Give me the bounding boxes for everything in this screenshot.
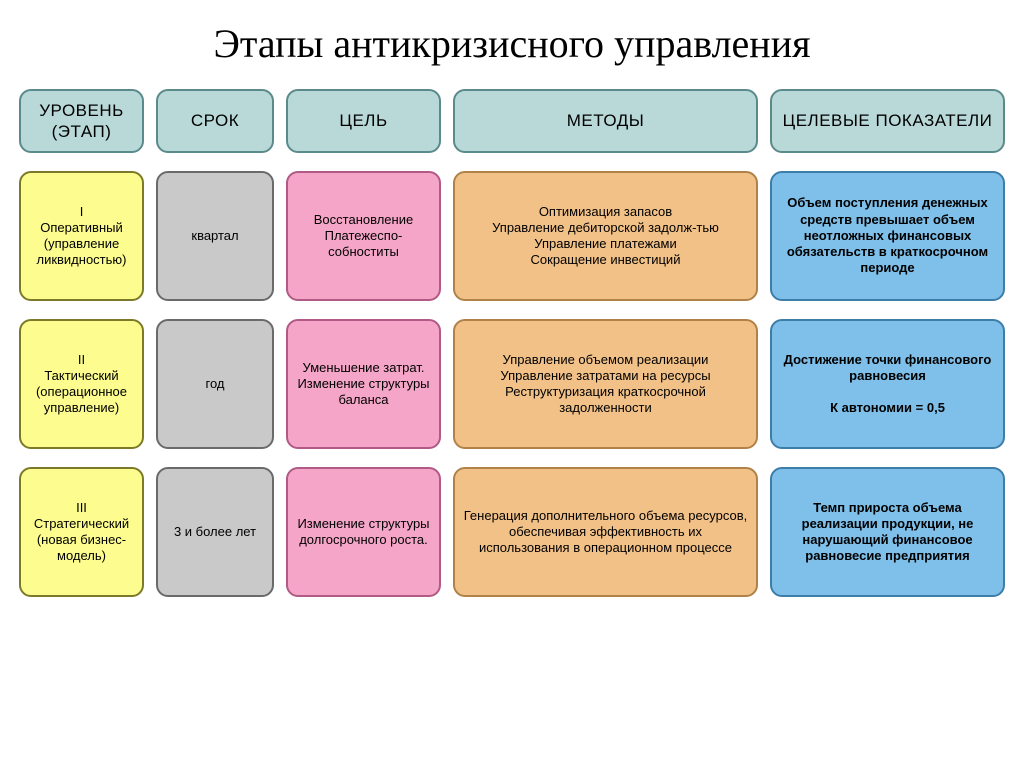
header-kpi: ЦЕЛЕВЫЕ ПОКАЗАТЕЛИ — [770, 89, 1005, 153]
header-term: СРОК — [156, 89, 274, 153]
stages-grid: УРОВЕНЬ (ЭТАП) СРОК ЦЕЛЬ МЕТОДЫ ЦЕЛЕВЫЕ … — [18, 89, 1006, 597]
methods-cell: Оптимизация запасовУправление дебиторско… — [453, 171, 758, 301]
level-cell: IОперативный (управление ликвидностью) — [19, 171, 144, 301]
level-cell: IIIСтратегический (новая бизнес-модель) — [19, 467, 144, 597]
methods-cell: Управление объемом реализацииУправление … — [453, 319, 758, 449]
level-cell: IIТактический (операционное управление) — [19, 319, 144, 449]
page-title: Этапы антикризисного управления — [18, 20, 1006, 67]
header-level: УРОВЕНЬ (ЭТАП) — [19, 89, 144, 153]
goal-cell: Восстановление Платежеспо-собноститы — [286, 171, 441, 301]
header-methods: МЕТОДЫ — [453, 89, 758, 153]
goal-cell: Уменьшение затрат. Изменение структуры б… — [286, 319, 441, 449]
goal-cell: Изменение структуры долгосрочного роста. — [286, 467, 441, 597]
kpi-cell: Объем поступления денежных средств превы… — [770, 171, 1005, 301]
term-cell: квартал — [156, 171, 274, 301]
term-cell: год — [156, 319, 274, 449]
methods-cell: Генерация дополнительного объема ресурсо… — [453, 467, 758, 597]
kpi-cell: Достижение точки финансового равновесияК… — [770, 319, 1005, 449]
kpi-cell: Темп прироста объема реализации продукци… — [770, 467, 1005, 597]
term-cell: 3 и более лет — [156, 467, 274, 597]
header-goal: ЦЕЛЬ — [286, 89, 441, 153]
